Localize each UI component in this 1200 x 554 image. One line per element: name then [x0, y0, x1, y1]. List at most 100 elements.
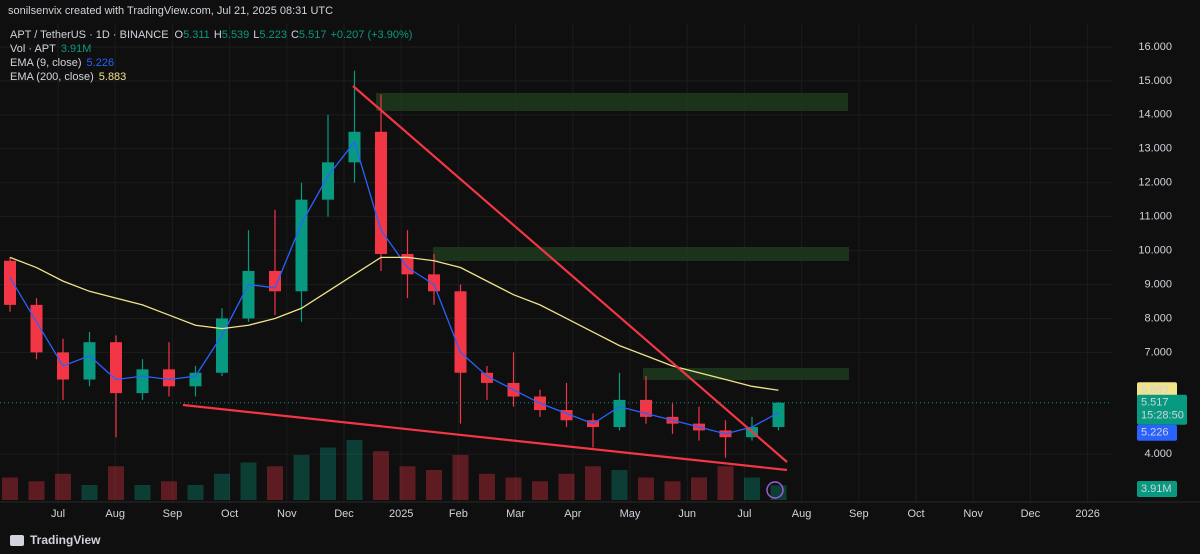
candle-body: [428, 274, 440, 292]
y-tick-label: 9.000: [1144, 278, 1172, 290]
volume-bar: [585, 466, 601, 500]
volume-bar: [558, 473, 575, 500]
logo: [10, 535, 24, 546]
candle-body: [295, 199, 308, 292]
volume-bar: [28, 481, 45, 500]
candle-body: [4, 260, 16, 305]
axis-labels: Jul Aug Sep Oct Nov Dec 2025 Feb Mar Apr May Jun Jul…: [51, 41, 1187, 520]
candle-body: [269, 270, 281, 292]
x-tick-label: Dec: [1021, 508, 1041, 520]
y-tick-label: 11.000: [1139, 211, 1172, 223]
candle-body: [772, 402, 785, 428]
candle-body: [136, 369, 149, 394]
candle-body: [613, 399, 626, 428]
volume-bar: [81, 485, 98, 500]
x-tick-label: 2026: [1075, 508, 1099, 520]
plot: [0, 70, 1112, 500]
x-tick-label: Oct: [907, 508, 924, 520]
candle-body: [110, 342, 122, 394]
volume-bar: [134, 485, 151, 500]
candle-body: [375, 131, 387, 254]
ema200-legend: EMA (200, close) 5.883: [10, 71, 126, 83]
volume-bar: [479, 473, 495, 500]
volume-bar: [664, 481, 681, 500]
x-tick-label: Apr: [564, 508, 581, 520]
x-tick-label: Jun: [678, 508, 696, 520]
candle-body: [216, 318, 228, 373]
candle-body: [189, 372, 202, 387]
footer-brand: TradingView: [30, 533, 101, 547]
y-tick-label: 7.000: [1144, 346, 1172, 358]
x-tick-label: Nov: [277, 508, 297, 520]
volume-bar: [638, 477, 654, 500]
trendline: [352, 85, 788, 463]
volume-bar: [691, 477, 707, 500]
icon[interactable]: [766, 481, 784, 499]
volume-bar: [108, 466, 124, 500]
ema200-tag-bg: [1137, 382, 1177, 399]
y-tick-label: 8.000: [1144, 312, 1172, 324]
candle-body: [322, 162, 334, 200]
candle-body: [560, 410, 573, 421]
volume-bar: [320, 447, 336, 500]
volume-bar: [744, 477, 760, 500]
volume-bar: [187, 485, 204, 500]
ema-line: [9, 140, 779, 435]
volume-bar: [717, 466, 734, 500]
volume-bar: [505, 477, 522, 500]
candle-body: [83, 342, 96, 380]
x-tick-label: Jul: [51, 508, 65, 520]
y-tick-label: 13.000: [1138, 143, 1172, 155]
volume-bar: [452, 455, 469, 500]
volume-bar: [293, 455, 310, 500]
x-tick-label: 2025: [389, 508, 413, 520]
x-tick-label: Jul: [737, 508, 751, 520]
vol-legend: Vol · APT 3.91M: [10, 43, 91, 55]
y-tick-label: 16.000: [1138, 41, 1172, 53]
y-tick-label: 12.000: [1138, 177, 1172, 189]
x-tick-label: Dec: [334, 508, 354, 520]
candle-body: [454, 291, 467, 373]
countdown: 15:28:50: [1141, 410, 1184, 422]
legend: APT / TetherUS · 1D · BINANCE O5.311 H5.53…: [10, 29, 412, 83]
volume-tag: 3.91M: [1141, 483, 1172, 495]
x-tick-label: Mar: [506, 508, 525, 520]
volume-bar: [2, 477, 18, 500]
y-tick-label: 14.000: [1138, 109, 1172, 121]
volume-bar: [532, 481, 548, 500]
zone: [433, 247, 849, 261]
volume-bar: [426, 470, 442, 500]
volume-bar: [373, 451, 389, 500]
volume-bar: [55, 473, 71, 500]
footer: [0, 528, 1200, 554]
ema200-tag: 5.883: [1141, 384, 1169, 396]
volume-tag-bg: [1137, 481, 1177, 497]
last-tag-bg: [1137, 394, 1187, 425]
volume-bar: [161, 481, 177, 500]
candle-body: [481, 372, 493, 383]
candle-body: [348, 131, 361, 163]
symbol: APT / TetherUS · 1D · BINANCE O5.311 H5.53…: [10, 29, 412, 41]
x-tick-label: Sep: [163, 508, 183, 520]
ema9-legend: EMA (9, close) 5.226: [10, 57, 114, 69]
x-tick-label: May: [620, 508, 641, 520]
caption: sonilsenvix created with TradingView.com…: [8, 5, 333, 17]
volume-bar: [611, 470, 628, 500]
volume-bar: [214, 473, 230, 500]
volume-bar: [267, 466, 283, 500]
candle-body: [163, 369, 175, 387]
ema-line: [9, 256, 779, 391]
y-tick-label: 10.000: [1138, 244, 1172, 256]
volume-bar: [399, 466, 416, 500]
y-tick-label: 15.000: [1138, 75, 1172, 87]
zone: [376, 93, 848, 111]
x-tick-label: Aug: [792, 508, 812, 520]
trendline: [182, 403, 788, 472]
x-tick-label: Sep: [849, 508, 869, 520]
ema9-tag-bg: [1137, 424, 1177, 441]
zone: [643, 368, 849, 380]
x-tick-label: Oct: [221, 508, 238, 520]
volume-bar: [240, 462, 257, 500]
